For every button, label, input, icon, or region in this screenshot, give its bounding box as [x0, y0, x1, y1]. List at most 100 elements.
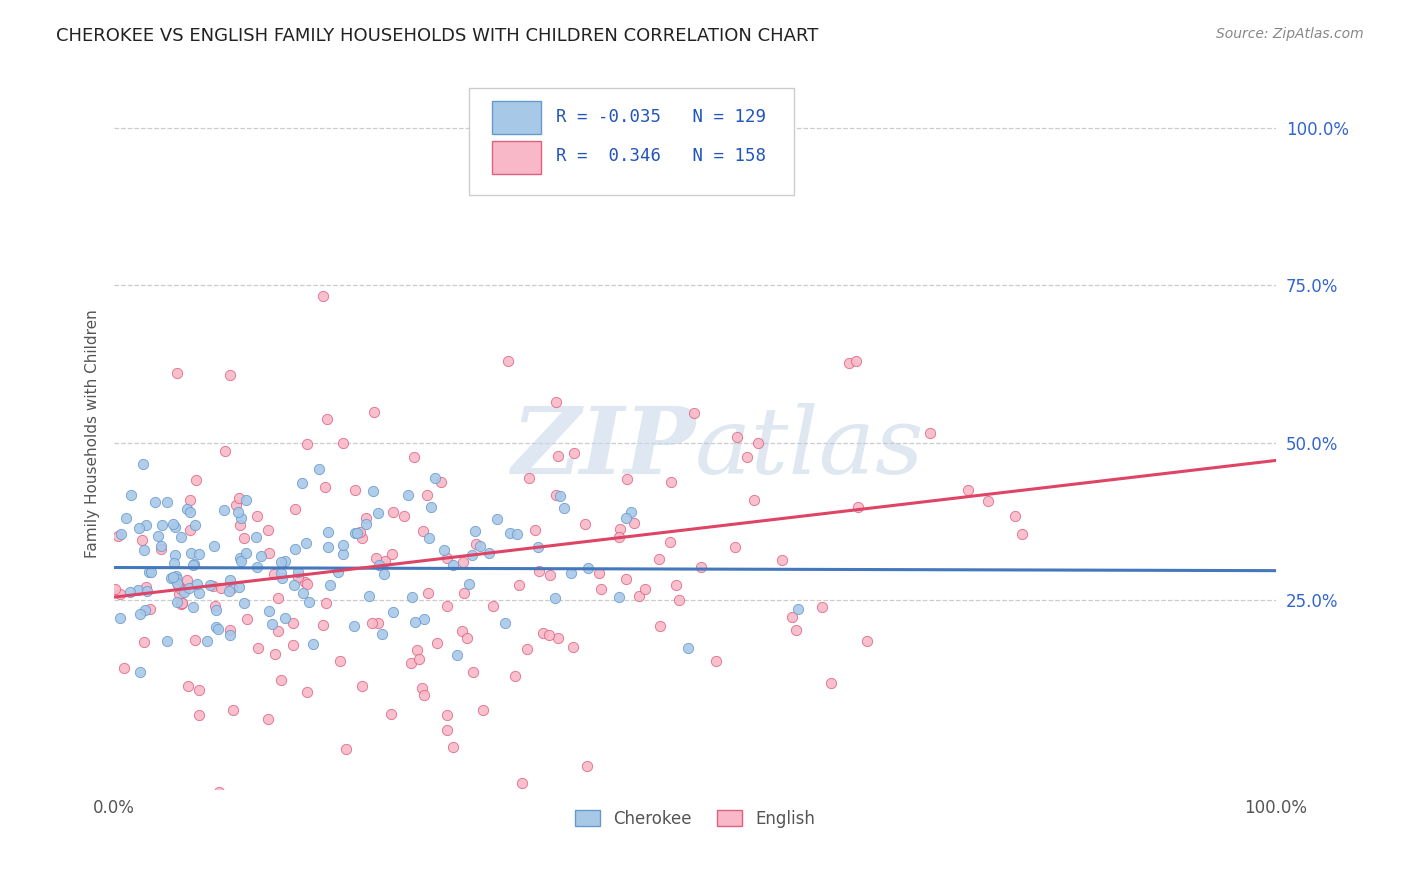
- Point: [218, 368, 240, 382]
- Point: [270, 673, 292, 687]
- Point: [335, 742, 357, 756]
- Point: [260, 617, 283, 632]
- Point: [316, 524, 339, 539]
- Point: [181, 600, 204, 615]
- Point: [163, 557, 186, 571]
- Point: [208, 785, 231, 799]
- Point: [332, 538, 354, 552]
- Point: [343, 619, 366, 633]
- Point: [547, 631, 569, 645]
- Point: [110, 586, 132, 600]
- Point: [742, 493, 765, 508]
- Point: [236, 612, 259, 626]
- Point: [326, 566, 349, 580]
- Point: [270, 566, 292, 581]
- FancyBboxPatch shape: [492, 141, 541, 174]
- Point: [456, 631, 478, 645]
- Point: [202, 539, 225, 553]
- Point: [588, 566, 610, 580]
- Point: [201, 579, 224, 593]
- Point: [441, 739, 464, 754]
- Point: [173, 584, 195, 599]
- Point: [544, 487, 567, 501]
- Point: [228, 491, 250, 505]
- Point: [647, 552, 669, 566]
- Point: [271, 571, 294, 585]
- Point: [219, 627, 242, 641]
- Point: [614, 572, 637, 586]
- Point: [770, 553, 793, 567]
- Point: [176, 573, 198, 587]
- Point: [419, 500, 441, 514]
- Point: [394, 509, 416, 524]
- Point: [162, 516, 184, 531]
- Point: [367, 558, 389, 573]
- Point: [354, 511, 377, 525]
- Point: [311, 617, 333, 632]
- Point: [179, 504, 201, 518]
- Point: [187, 683, 209, 698]
- Point: [312, 289, 335, 303]
- Point: [232, 596, 254, 610]
- Point: [363, 484, 385, 499]
- Point: [170, 582, 193, 597]
- Point: [453, 585, 475, 599]
- Point: [614, 511, 637, 525]
- Point: [560, 566, 582, 581]
- Point: [451, 624, 474, 639]
- Point: [451, 555, 474, 569]
- Point: [186, 577, 208, 591]
- Point: [648, 619, 671, 633]
- Point: [134, 542, 156, 557]
- Point: [457, 576, 479, 591]
- Point: [838, 356, 860, 370]
- Point: [820, 676, 842, 690]
- Point: [399, 656, 422, 670]
- Point: [138, 565, 160, 579]
- Point: [706, 654, 728, 668]
- Point: [257, 524, 280, 538]
- Point: [229, 511, 252, 525]
- Point: [184, 518, 207, 533]
- Point: [411, 681, 433, 696]
- Point: [446, 648, 468, 662]
- Point: [547, 449, 569, 463]
- Point: [176, 502, 198, 516]
- Point: [634, 582, 657, 596]
- Point: [257, 604, 280, 618]
- Point: [423, 471, 446, 485]
- Point: [382, 606, 405, 620]
- Point: [367, 615, 389, 630]
- Point: [463, 665, 485, 679]
- Point: [229, 518, 252, 533]
- Point: [366, 551, 388, 566]
- Text: R = -0.035   N = 129: R = -0.035 N = 129: [555, 108, 766, 126]
- Point: [127, 583, 149, 598]
- Point: [167, 578, 190, 592]
- Point: [246, 560, 269, 574]
- Point: [205, 620, 228, 634]
- Point: [562, 446, 585, 460]
- Point: [257, 712, 280, 726]
- Legend: Cherokee, English: Cherokee, English: [568, 803, 823, 834]
- Point: [181, 558, 204, 572]
- Point: [436, 551, 458, 566]
- Point: [811, 599, 834, 614]
- Point: [363, 405, 385, 419]
- Point: [436, 723, 458, 738]
- Point: [543, 591, 565, 606]
- Point: [132, 634, 155, 648]
- Point: [228, 580, 250, 594]
- Point: [562, 640, 585, 654]
- Point: [575, 759, 598, 773]
- Point: [735, 450, 758, 465]
- Point: [332, 436, 354, 450]
- Point: [464, 524, 486, 539]
- Point: [319, 577, 342, 591]
- Point: [246, 641, 269, 656]
- Point: [179, 523, 201, 537]
- Point: [576, 561, 599, 575]
- Point: [294, 574, 316, 589]
- Point: [346, 525, 368, 540]
- Point: [482, 599, 505, 613]
